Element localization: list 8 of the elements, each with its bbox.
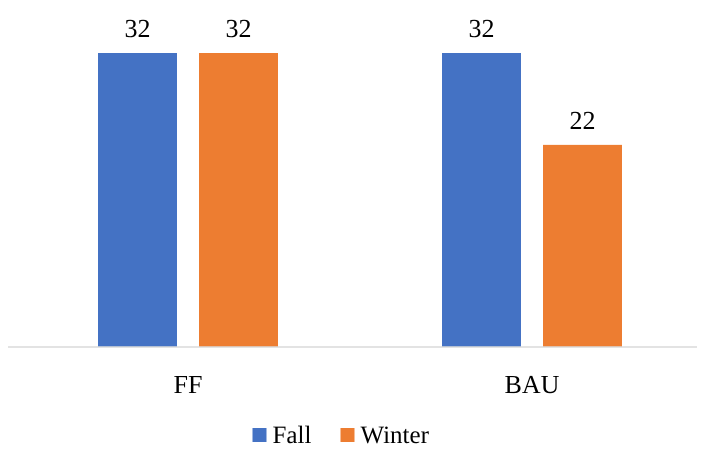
x-tick-label: FF [174,370,202,399]
legend-label: Fall [272,422,312,449]
data-label: 22 [570,106,596,135]
data-label: 32 [226,14,252,43]
data-label: 32 [124,14,150,43]
x-tick-label: BAU [504,370,560,399]
legend-label: Winter [360,422,430,449]
data-label: 32 [468,14,494,43]
